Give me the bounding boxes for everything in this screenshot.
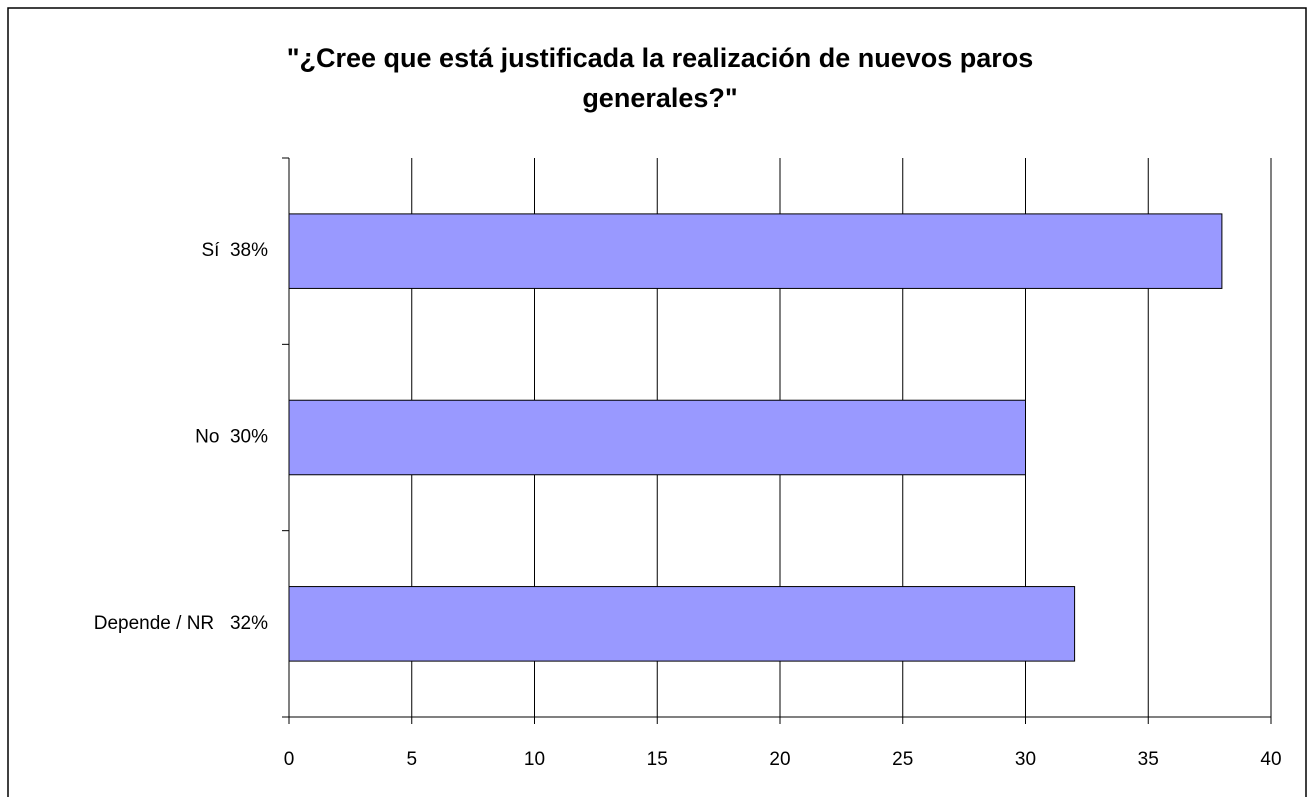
y-tick-label: No 30% xyxy=(195,427,268,448)
y-tick-label: Sí 38% xyxy=(201,240,268,261)
bar xyxy=(288,399,1026,476)
x-tick-label: 35 xyxy=(1138,749,1159,770)
chart-frame xyxy=(7,7,1307,797)
chart-title: "¿Cree que está justificada la realizaci… xyxy=(286,43,1034,113)
x-tick-label: 10 xyxy=(524,749,545,770)
x-tick-label: 15 xyxy=(647,749,668,770)
x-tick-label: 0 xyxy=(284,749,295,770)
bar xyxy=(288,586,1076,662)
y-tick-label: Depende / NR 32% xyxy=(94,613,268,634)
x-tick-label: 30 xyxy=(1015,749,1036,770)
bar xyxy=(288,213,1223,289)
x-tick-label: 5 xyxy=(406,749,417,770)
x-tick-label: 40 xyxy=(1260,749,1281,770)
x-tick-label: 20 xyxy=(769,749,790,770)
x-tick-label: 25 xyxy=(892,749,913,770)
